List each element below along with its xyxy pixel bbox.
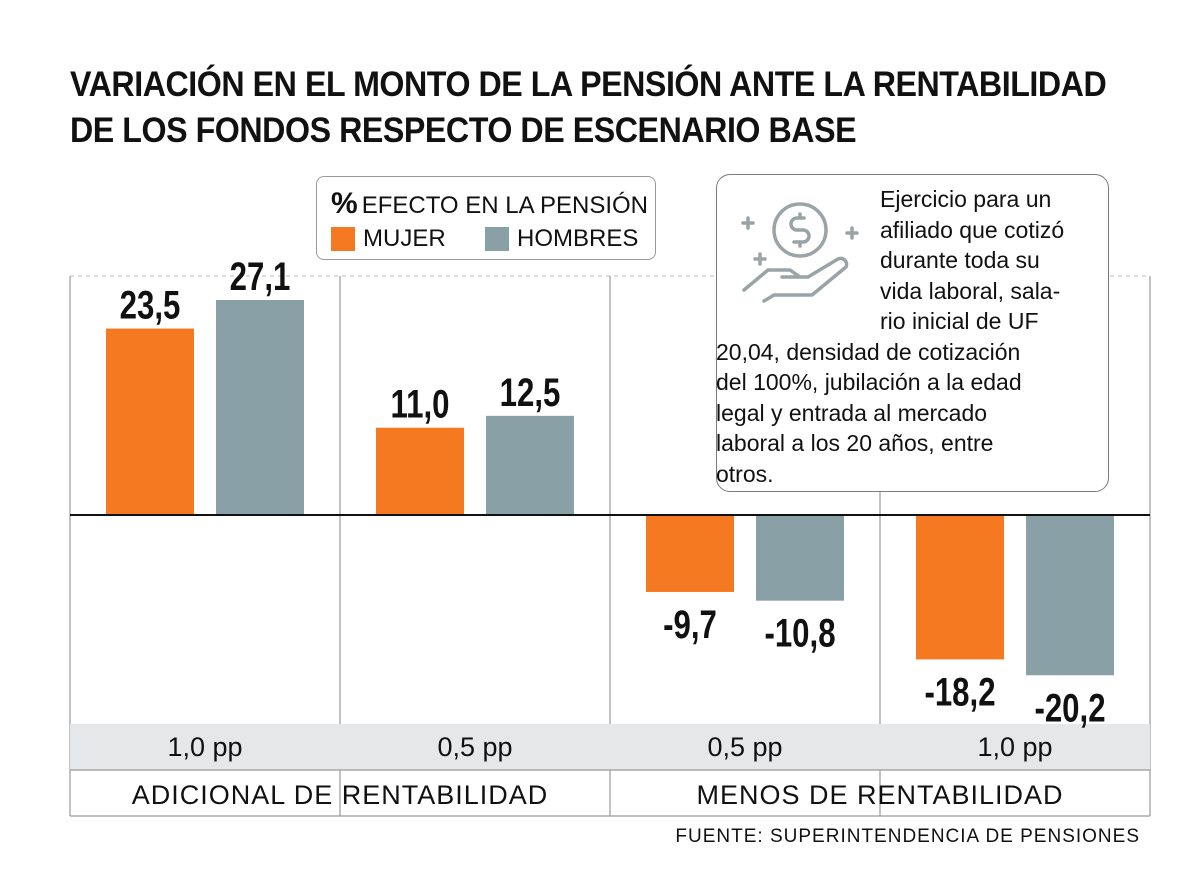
legend-swatch-hombres [485, 227, 509, 251]
note-line: afiliado que cotizó [880, 216, 1065, 243]
note-line: durante toda su [880, 247, 1040, 273]
legend-title-text: EFECTO EN LA PENSIÓN [361, 192, 648, 219]
bar-hombres [486, 415, 574, 515]
note-line: 20,04, densidad de cotización [716, 338, 1021, 365]
note-line: laboral a los 20 años, entre [716, 430, 994, 456]
hand-holding-coin-icon [741, 202, 859, 303]
legend-item-mujer: MUJER [331, 225, 446, 253]
chart-title-line-2: DE LOS FONDOS RESPECTO DE ESCENARIO BASE [70, 111, 857, 150]
category-label: 1,0 pp [167, 732, 243, 762]
legend-title: % EFECTO EN LA PENSIÓN [331, 187, 648, 221]
bar-hombres [1026, 515, 1114, 676]
bar-mujer [106, 328, 194, 515]
data-label: 23,5 [120, 283, 181, 328]
category-band [70, 724, 1150, 770]
note-line: del 100%, jubilación a la edad [716, 369, 1022, 395]
legend-swatch-mujer [331, 227, 355, 251]
bar-mujer [916, 515, 1004, 660]
note-line: Ejercicio para un [880, 186, 1052, 212]
note-text: Ejercicio para un afiliado que cotizó dura… [716, 184, 1096, 489]
legend: % EFECTO EN LA PENSIÓN MUJER HOMBRES [316, 176, 656, 260]
bar-hombres [216, 300, 304, 515]
bar-mujer [376, 427, 464, 515]
data-label: 11,0 [391, 382, 450, 427]
source-note: FUENTE: SUPERINTENDENCIA DE PENSIONES [675, 826, 1140, 847]
bar-mujer [646, 515, 734, 592]
legend-label-hombres: HOMBRES [517, 225, 639, 252]
data-label: -18,2 [924, 670, 995, 715]
note-line: vida laboral, sala- [880, 277, 1061, 304]
data-label: -20,2 [1034, 686, 1105, 731]
chart-title: VARIACIÓN EN EL MONTO DE LA PENSIÓN ANTE… [70, 62, 1107, 154]
group-label-adicional: ADICIONAL DE RENTABILIDAD [131, 780, 549, 810]
category-label: 1,0 pp [977, 732, 1053, 762]
data-label: 27,1 [230, 254, 291, 299]
category-label: 0,5 pp [707, 732, 783, 762]
note-line: legal y entrada al mercado [716, 399, 988, 426]
data-label: -9,7 [663, 602, 717, 647]
legend-item-hombres: HOMBRES [485, 225, 638, 253]
legend-percent-symbol: % [331, 187, 358, 220]
data-label: -10,8 [764, 611, 835, 656]
group-label-menos: MENOS DE RENTABILIDAD [696, 780, 1064, 810]
chart-title-line-1: VARIACIÓN EN EL MONTO DE LA PENSIÓN ANTE… [70, 65, 1107, 104]
category-label: 0,5 pp [437, 732, 513, 762]
bar-hombres [756, 515, 844, 601]
note-box [716, 174, 1109, 492]
note-line: otros. [716, 460, 774, 487]
legend-label-mujer: MUJER [363, 225, 446, 252]
note-line: rio inicial de UF [880, 308, 1039, 334]
data-label: 12,5 [500, 370, 561, 415]
